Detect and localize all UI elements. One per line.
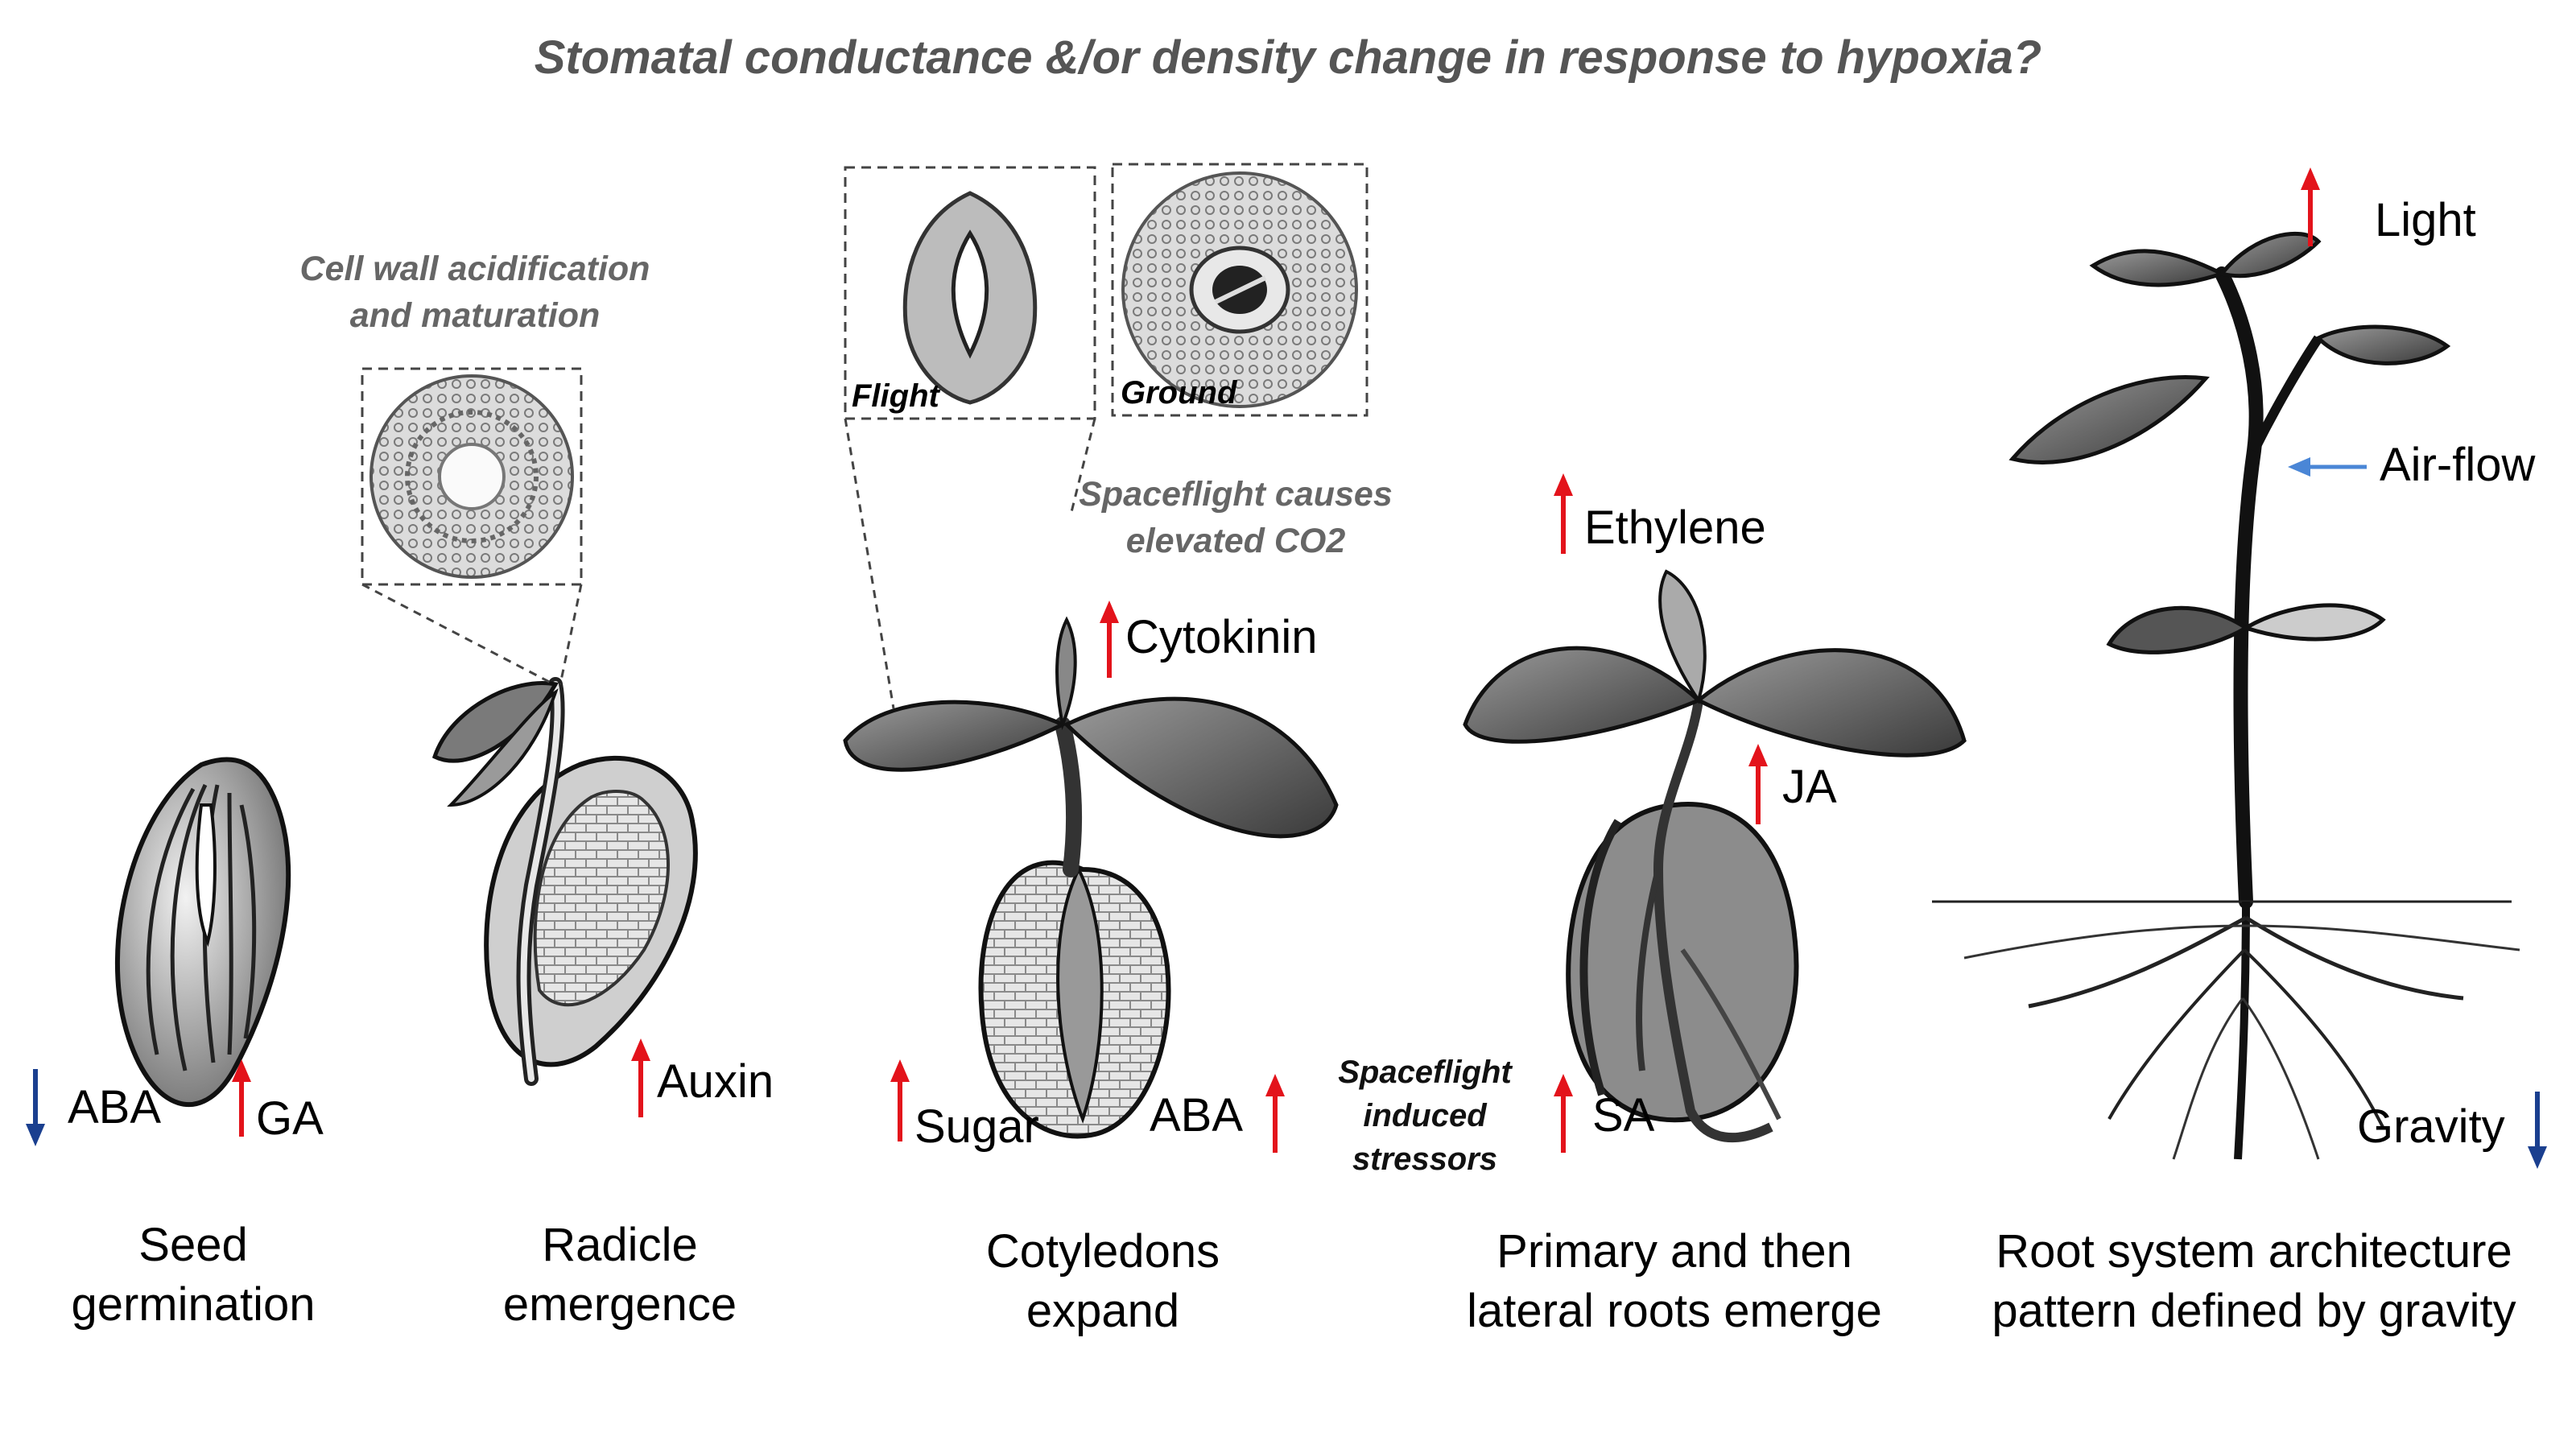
ja-up-arrow [1748,744,1768,824]
cotyledon-seedling-illustration [843,616,1339,1139]
ga-label: GA [256,1092,324,1145]
airflow-label: Air-flow [2380,439,2536,491]
airflow-left-arrow [2288,457,2367,477]
aba-label: ABA [68,1081,162,1133]
stage-label-radicle-emergence: Radicle emergence [502,1219,737,1331]
ga-up-arrow [232,1059,251,1137]
spaceflight-co2-note: Spaceflight causes elevated CO2 [1079,475,1393,561]
seed-illustration [114,757,291,1107]
sugar-label: Sugar [914,1100,1039,1153]
sa-label: SA [1592,1089,1655,1141]
sugar-up-arrow [890,1059,910,1141]
auxin-label: Auxin [657,1055,774,1108]
sa-up-arrow [1554,1074,1573,1153]
aba-up-arrow [1265,1074,1285,1153]
ground-inset-label: Ground [1121,375,1237,411]
auxin-up-arrow [631,1038,650,1117]
stage-label-seed-germination: Seed germination [71,1219,316,1331]
cell-wall-inset [361,367,583,686]
cytokinin-label: Cytokinin [1125,611,1318,663]
gravity-down-arrow [2528,1092,2547,1169]
gravity-label: Gravity [2357,1100,2505,1153]
cytokinin-up-arrow [1100,601,1119,678]
mature-plant-illustration [1932,231,2520,1160]
rooting-seedling-illustration [1463,569,1967,1143]
stomata-flight-inset [844,166,1096,420]
inset-connector [1069,418,1096,516]
ja-label: JA [1782,761,1837,813]
stage-label-root-architecture: Root system architecture pattern defined… [1992,1225,2516,1338]
stomata-ground-inset [1111,163,1368,417]
stage-label-cotyledons-expand: Cotyledons expand [985,1225,1220,1338]
aba-label-2: ABA [1150,1089,1244,1141]
light-up-arrow [2301,167,2320,246]
flight-inset-label: Flight [852,378,939,414]
spaceflight-stressors-note: Spaceflight induced stressors [1338,1055,1512,1177]
ethylene-up-arrow [1554,473,1573,554]
aba-down-arrow [26,1069,45,1146]
figure-title: Stomatal conductance &/or density change… [534,31,2042,84]
ethylene-label: Ethylene [1584,502,1766,554]
radicle-seed-illustration [431,677,698,1086]
cell-wall-note: Cell wall acidification and maturation [299,250,650,336]
light-label: Light [2375,194,2476,246]
inset-connector [844,418,895,709]
stage-label-primary-roots: Primary and then lateral roots emerge [1467,1225,1882,1338]
